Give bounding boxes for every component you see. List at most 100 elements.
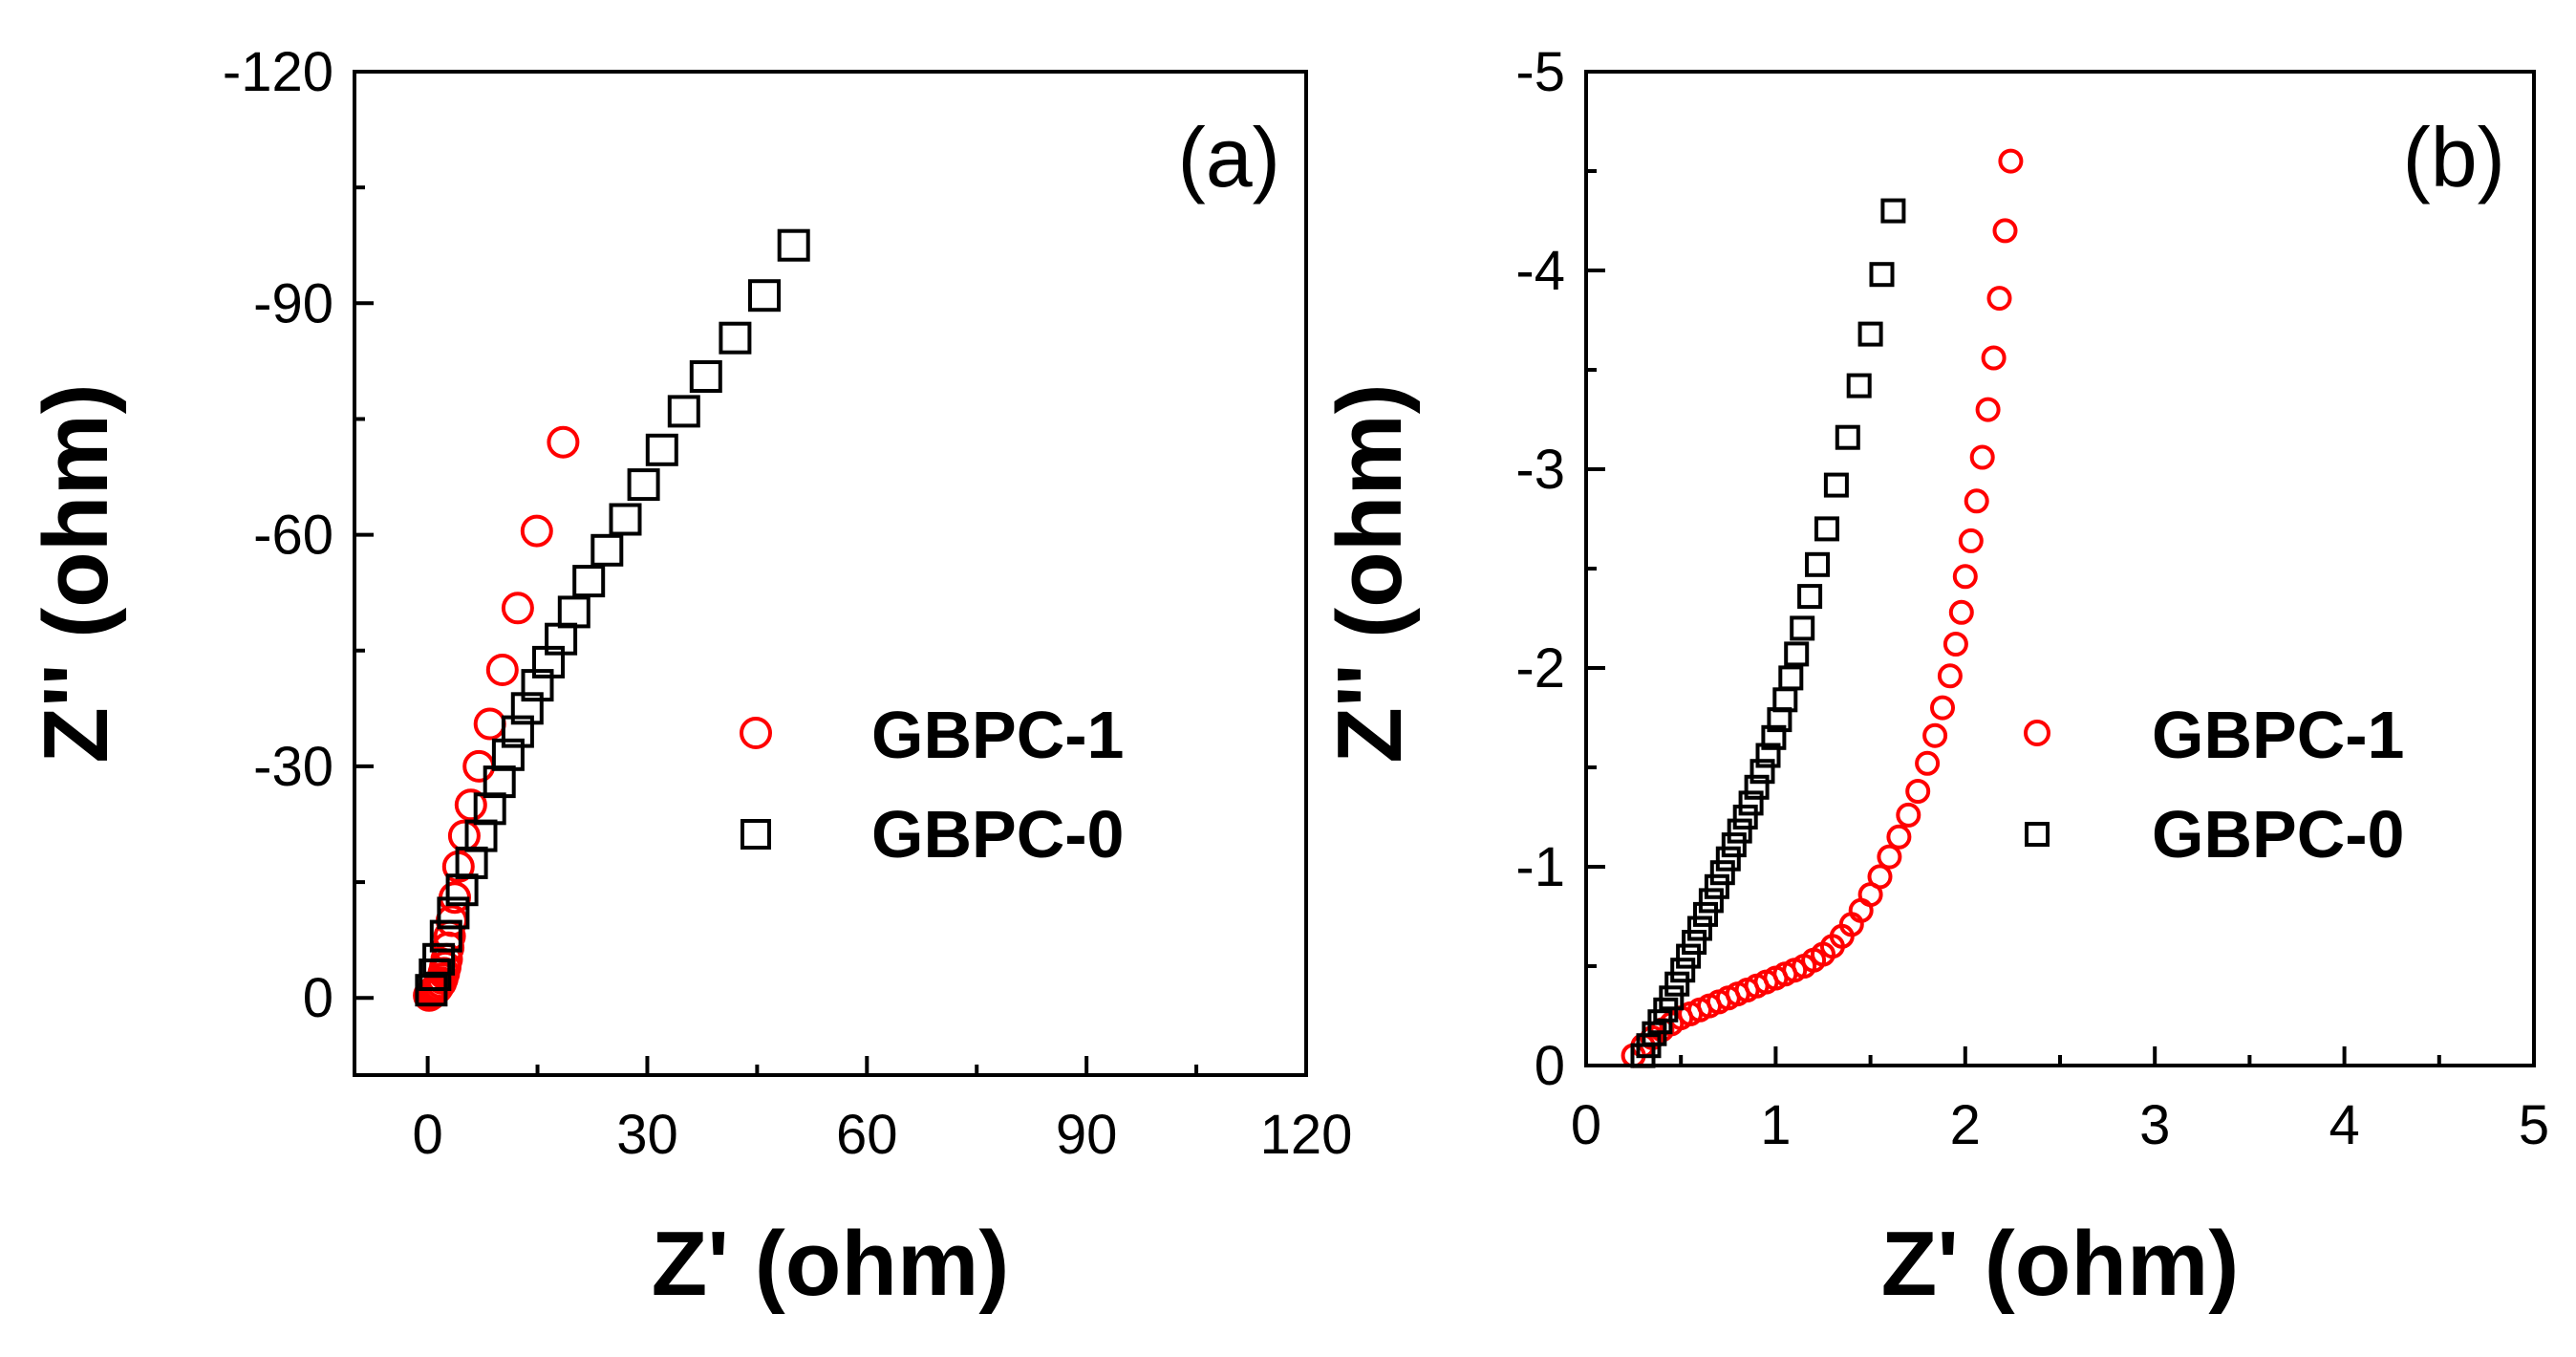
panel-b-gbpc-0-point-37 (1880, 198, 1906, 224)
panel-b-gbpc-1-point-27 (1877, 844, 1902, 870)
panel-a-y-tick-label-2: -60 (253, 505, 333, 567)
panel-a-gbpc-0-point-23 (689, 360, 722, 393)
panel-a-gbpc-0-point-10 (491, 738, 525, 771)
panel-a-legend-marker-gbpc-1 (740, 717, 772, 749)
panel-a-y-tick-label-3: -90 (253, 272, 333, 334)
panel-a-gbpc-0-point-11 (501, 715, 534, 748)
panel-b-legend-label-gbpc-0: GBPC-0 (2152, 797, 2404, 872)
panel-a-x-tick-label-0: 0 (412, 1104, 442, 1166)
panel-b-gbpc-1-point-41 (1975, 397, 2001, 422)
panel-b-label: (b) (2402, 110, 2505, 205)
panel-b-y-tick-label-3: -3 (1515, 439, 1565, 501)
panel-a-x-tick-label-2: 60 (836, 1104, 898, 1166)
panel-a-y-tick-label-0: 0 (303, 967, 333, 1029)
panel-a-gbpc-0-point-26 (777, 228, 810, 262)
panel-b-y-tick-label-4: -4 (1515, 240, 1565, 302)
panel-b-gbpc-0-point-8 (1676, 943, 1702, 969)
panel-a-gbpc-0-point-22 (667, 395, 700, 428)
panel-b-gbpc-1-point-37 (1952, 564, 1978, 590)
panel-a-gbpc-0-point-9 (483, 765, 516, 799)
panel-a-legend-label-gbpc-1: GBPC-1 (871, 698, 1124, 772)
panel-b-legend-marker-gbpc-1 (2024, 720, 2050, 746)
panel-a: 0 30 60 90 120 0 -30 -60 -90 -120 (a) Z' (ohm) Z'… (25, 41, 1352, 1315)
panel-b-legend-label-gbpc-1: GBPC-1 (2152, 698, 2404, 772)
panel-b-gbpc-0-point-18 (1732, 805, 1758, 829)
panel-b-gbpc-1-point-43 (1986, 286, 2012, 312)
panel-b-y-tick-label-0: 0 (1535, 1035, 1565, 1097)
panel-b-data-marks (1621, 148, 2024, 1068)
panel-b-gbpc-0-point-28 (1790, 615, 1815, 641)
panel-b-y-tick-label-1: -1 (1515, 836, 1565, 898)
panel-b-gbpc-0-point-34 (1846, 373, 1872, 398)
panel-b-gbpc-0-point-13 (1704, 873, 1729, 899)
panel-a-x-tick-label-3: 90 (1056, 1104, 1118, 1166)
panel-b-gbpc-0-point-17 (1727, 818, 1752, 844)
panel-b-gbpc-0-point-22 (1755, 743, 1781, 768)
panel-a-gbpc-0-point-4 (437, 896, 470, 930)
panel-a-gbpc-0-point-7 (464, 819, 498, 852)
panel-a-legend-label-gbpc-0: GBPC-0 (871, 797, 1124, 872)
panel-b-gbpc-0-point-9 (1682, 930, 1707, 955)
panel-a-data-marks (413, 228, 810, 1012)
panel-a-gbpc-1-point-17 (454, 788, 487, 822)
panel-a-gbpc-0-point-21 (645, 433, 678, 466)
panel-a-plot-frame (353, 70, 1308, 1077)
panel-a-legend: GBPC-1 GBPC-0 (740, 698, 1124, 872)
panel-a-gbpc-1-point-16 (447, 819, 481, 852)
panel-a-gbpc-0-point-16 (557, 595, 590, 629)
panel-b-gbpc-1-point-29 (1896, 802, 1921, 828)
panel-b-gbpc-0-point-36 (1869, 262, 1895, 288)
panel-b-gbpc-0-point-35 (1857, 321, 1883, 347)
panel-b-gbpc-0-point-7 (1670, 958, 1696, 983)
panel-b-gbpc-1-point-45 (1998, 148, 2024, 174)
panel-b-gbpc-0-point-25 (1772, 687, 1798, 713)
panel-a-label: (a) (1177, 110, 1280, 205)
panel-b-gbpc-0-point-12 (1698, 888, 1724, 914)
panel-a-gbpc-0-point-13 (521, 669, 554, 702)
panel-b-gbpc-0-point-19 (1738, 790, 1764, 816)
panel-b-x-tick-label-1: 1 (1760, 1094, 1791, 1156)
panel-a-gbpc-0-point-2 (422, 942, 456, 976)
panel-b-x-tick-label-5: 5 (2519, 1094, 2549, 1156)
panel-b-gbpc-1-point-38 (1958, 528, 1984, 553)
panel-b-x-axis-title: Z' (ohm) (1881, 1213, 2240, 1315)
panel-b-gbpc-0-point-14 (1709, 860, 1735, 886)
panel-b-legend-marker-gbpc-0 (2025, 822, 2050, 847)
panel-b-gbpc-0-point-31 (1814, 516, 1839, 542)
panel-b-gbpc-1-point-31 (1915, 750, 1941, 776)
panel-a-gbpc-1-point-23 (547, 425, 580, 459)
panel-a-x-tick-label-4: 120 (1260, 1104, 1353, 1166)
panel-b-gbpc-0-point-21 (1750, 759, 1775, 785)
panel-a-gbpc-0-point-20 (627, 468, 660, 502)
panel-b-gbpc-0-point-30 (1805, 551, 1830, 577)
panel-a-gbpc-0-point-25 (748, 279, 781, 312)
panel-b-ticks: 0 1 2 3 4 5 0 -1 -2 -3 -4 -5 (1515, 41, 2549, 1156)
panel-b-gbpc-0-point-5 (1659, 985, 1685, 1011)
panel-b-y-tick-label-5: -5 (1515, 41, 1565, 103)
panel-b-gbpc-1-point-36 (1948, 599, 1974, 625)
panel-a-x-tick-label-1: 30 (616, 1104, 678, 1166)
panel-a-gbpc-0-point-12 (510, 692, 544, 725)
panel-b-y-axis-title: Z'' (ohm) (1319, 383, 1421, 764)
panel-b-gbpc-0-point-15 (1715, 846, 1741, 872)
panel-b-legend: GBPC-1 GBPC-0 (2024, 698, 2404, 872)
panel-b-gbpc-1-point-35 (1943, 632, 1968, 657)
panel-a-gbpc-1-point-20 (485, 654, 519, 686)
panel-b-gbpc-0-point-6 (1664, 971, 1690, 997)
panel-a-gbpc-1-point-19 (473, 707, 506, 741)
panel-b-x-tick-label-3: 3 (2139, 1094, 2170, 1156)
panel-a-x-axis-title: Z' (ohm) (652, 1213, 1010, 1315)
panel-b-gbpc-0-point-16 (1721, 832, 1747, 858)
panel-a-y-axis-title: Z'' (ohm) (25, 383, 127, 764)
panel-b-gbpc-1-point-28 (1886, 824, 1912, 850)
panel-b-gbpc-1-point-26 (1867, 864, 1893, 890)
panel-b-gbpc-1-point-34 (1937, 663, 1963, 689)
panel-a-gbpc-0-point-19 (609, 503, 642, 536)
panel-a-gbpc-0-point-18 (590, 533, 624, 567)
panel-b-x-tick-label-0: 0 (1571, 1094, 1601, 1156)
panel-b-plot-frame (1584, 70, 2536, 1067)
panel-b-gbpc-1-point-40 (1969, 444, 1995, 470)
panel-b-gbpc-0-point-26 (1778, 665, 1804, 691)
panel-b-x-tick-label-2: 2 (1950, 1094, 1981, 1156)
panel-a-y-tick-label-4: -120 (223, 41, 333, 103)
